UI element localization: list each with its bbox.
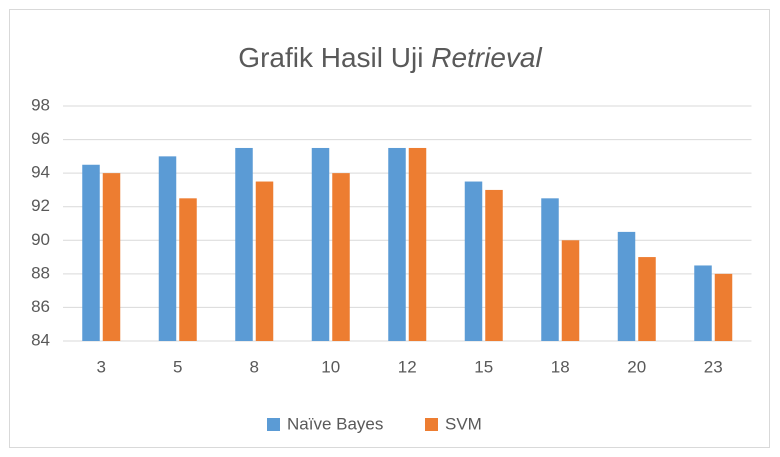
bar	[179, 198, 197, 341]
bar	[255, 181, 274, 341]
x-tick-label: 15	[474, 357, 493, 376]
bar	[464, 181, 483, 341]
x-tick-label: 5	[173, 357, 182, 376]
bar	[102, 173, 121, 341]
chart-title: Grafik Hasil Uji Retrieval	[238, 42, 542, 73]
x-tick-label: 12	[398, 357, 417, 376]
y-tick-label: 92	[31, 196, 50, 215]
bar	[485, 189, 503, 341]
bar	[408, 147, 427, 341]
bar	[541, 198, 559, 341]
bar	[235, 147, 253, 341]
title-italic: Retrieval	[431, 42, 542, 73]
x-tick-label: 20	[627, 357, 646, 376]
y-tick-label: 84	[31, 330, 50, 349]
x-tick-label: 10	[321, 357, 340, 376]
y-tick-label: 88	[31, 263, 50, 282]
bar	[332, 173, 350, 341]
y-tick-label: 86	[31, 297, 50, 316]
bar	[158, 156, 177, 341]
x-tick-label: 18	[551, 357, 570, 376]
bar	[82, 164, 100, 341]
x-tick-label: 23	[704, 357, 723, 376]
y-tick-label: 96	[31, 129, 50, 148]
y-tick-label: 94	[31, 163, 50, 182]
bar	[311, 147, 330, 341]
legend-label: Naïve Bayes	[287, 414, 383, 433]
title-text: Grafik Hasil Uji	[238, 42, 423, 73]
y-tick-label: 98	[31, 95, 50, 114]
bar	[638, 257, 656, 341]
x-tick-label: 3	[97, 357, 106, 376]
bar	[617, 231, 636, 341]
x-tick-label: 8	[250, 357, 259, 376]
y-tick-label: 90	[31, 230, 50, 249]
bar	[388, 147, 406, 341]
legend-swatch	[425, 418, 438, 431]
legend-label: SVM	[445, 414, 482, 433]
bar	[694, 265, 712, 341]
legend-swatch	[267, 418, 280, 431]
bar	[561, 240, 580, 341]
bar	[714, 273, 733, 341]
